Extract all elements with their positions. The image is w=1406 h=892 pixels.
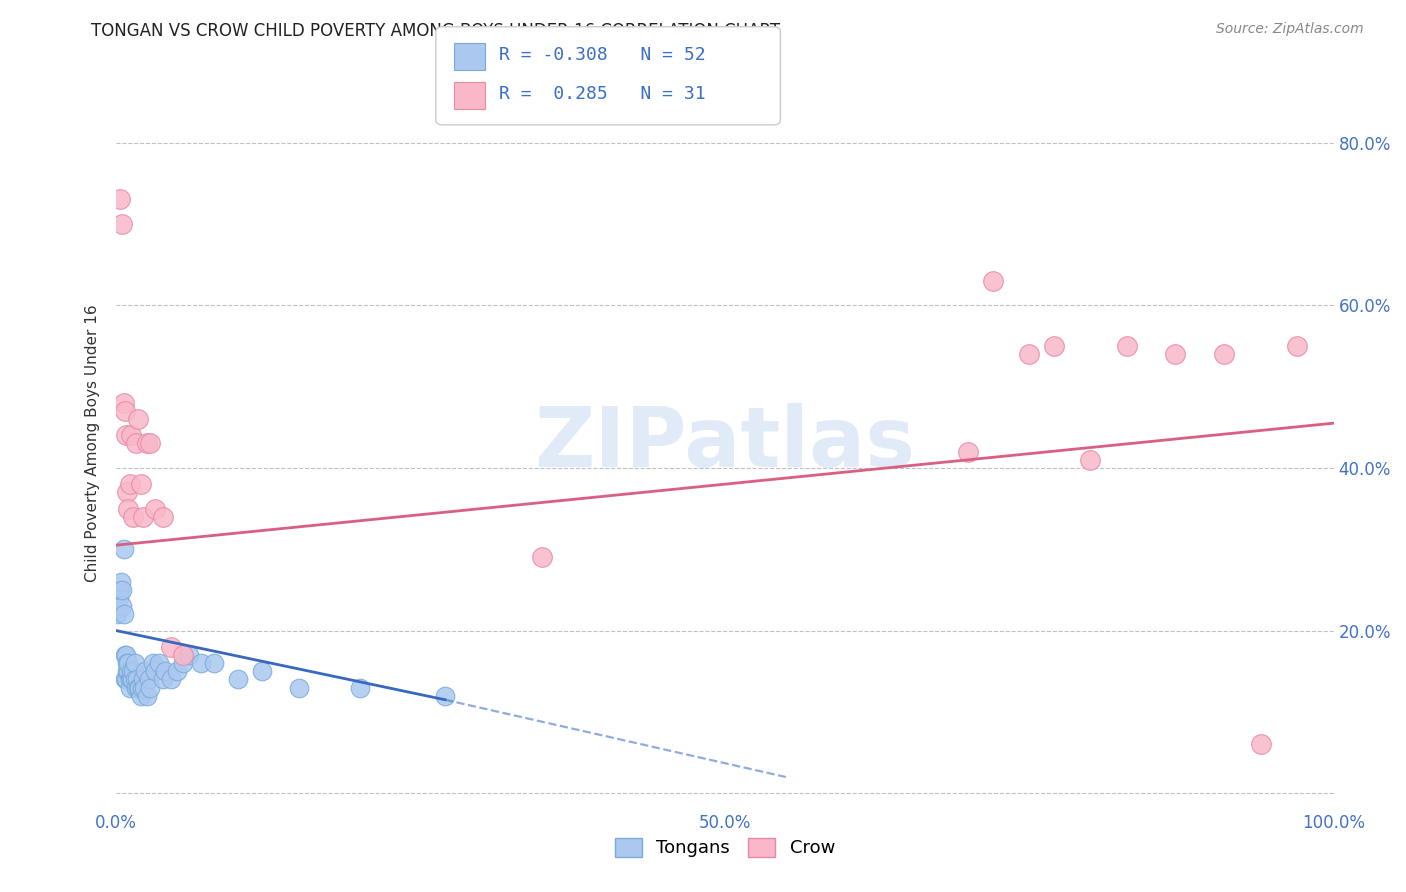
- Point: [142, 656, 165, 670]
- Point: [117, 501, 139, 516]
- Point: [531, 550, 554, 565]
- Point: [139, 681, 162, 695]
- Point: [152, 673, 174, 687]
- Point: [122, 509, 145, 524]
- Point: [107, 607, 129, 622]
- Point: [124, 673, 146, 687]
- Point: [115, 485, 138, 500]
- Point: [124, 656, 146, 670]
- Point: [120, 428, 142, 442]
- Point: [1286, 339, 1309, 353]
- Point: [1078, 452, 1101, 467]
- Point: [288, 681, 311, 695]
- Point: [349, 681, 371, 695]
- Text: R =  0.285   N = 31: R = 0.285 N = 31: [499, 85, 706, 103]
- Point: [148, 656, 170, 670]
- Point: [114, 673, 136, 687]
- Point: [957, 444, 980, 458]
- Point: [1164, 347, 1187, 361]
- Point: [132, 673, 155, 687]
- Legend: Tongans, Crow: Tongans, Crow: [606, 829, 844, 866]
- Point: [131, 681, 153, 695]
- Point: [108, 582, 131, 597]
- Point: [143, 665, 166, 679]
- Point: [111, 582, 134, 597]
- Point: [129, 477, 152, 491]
- Point: [160, 640, 183, 654]
- Point: [226, 673, 249, 687]
- Text: ZIPatlas: ZIPatlas: [534, 403, 915, 484]
- Point: [121, 673, 143, 687]
- Point: [981, 274, 1004, 288]
- Point: [115, 656, 138, 670]
- Point: [127, 681, 149, 695]
- Text: R = -0.308   N = 52: R = -0.308 N = 52: [499, 45, 706, 64]
- Text: TONGAN VS CROW CHILD POVERTY AMONG BOYS UNDER 16 CORRELATION CHART: TONGAN VS CROW CHILD POVERTY AMONG BOYS …: [91, 22, 780, 40]
- Point: [112, 396, 135, 410]
- Point: [1115, 339, 1137, 353]
- Point: [166, 665, 188, 679]
- Point: [110, 574, 132, 589]
- Point: [125, 681, 148, 695]
- Point: [1042, 339, 1064, 353]
- Point: [127, 412, 149, 426]
- Point: [134, 681, 156, 695]
- Point: [1250, 738, 1272, 752]
- Point: [125, 673, 148, 687]
- Point: [179, 648, 201, 662]
- Point: [118, 681, 141, 695]
- Point: [120, 673, 142, 687]
- Point: [1018, 347, 1040, 361]
- Point: [160, 673, 183, 687]
- Point: [190, 656, 212, 670]
- Point: [118, 673, 141, 687]
- Text: Source: ZipAtlas.com: Source: ZipAtlas.com: [1216, 22, 1364, 37]
- Point: [117, 656, 139, 670]
- Point: [153, 665, 176, 679]
- Point: [132, 509, 155, 524]
- Point: [128, 681, 150, 695]
- Point: [107, 591, 129, 605]
- Point: [172, 656, 194, 670]
- Point: [115, 648, 138, 662]
- Point: [111, 599, 134, 614]
- Point: [139, 436, 162, 450]
- Point: [112, 542, 135, 557]
- Point: [120, 665, 142, 679]
- Point: [112, 607, 135, 622]
- Point: [1213, 347, 1236, 361]
- Point: [115, 665, 138, 679]
- Y-axis label: Child Poverty Among Boys Under 16: Child Poverty Among Boys Under 16: [86, 305, 100, 582]
- Point: [125, 436, 148, 450]
- Point: [202, 656, 225, 670]
- Point: [118, 477, 141, 491]
- Point: [115, 673, 138, 687]
- Point: [115, 428, 138, 442]
- Point: [134, 665, 156, 679]
- Point: [172, 648, 194, 662]
- Point: [108, 193, 131, 207]
- Point: [114, 404, 136, 418]
- Point: [129, 689, 152, 703]
- Point: [138, 673, 160, 687]
- Point: [122, 665, 145, 679]
- Point: [135, 689, 157, 703]
- Point: [252, 665, 274, 679]
- Point: [433, 689, 456, 703]
- Point: [135, 436, 157, 450]
- Point: [111, 217, 134, 231]
- Point: [152, 509, 174, 524]
- Point: [117, 665, 139, 679]
- Point: [143, 501, 166, 516]
- Point: [114, 648, 136, 662]
